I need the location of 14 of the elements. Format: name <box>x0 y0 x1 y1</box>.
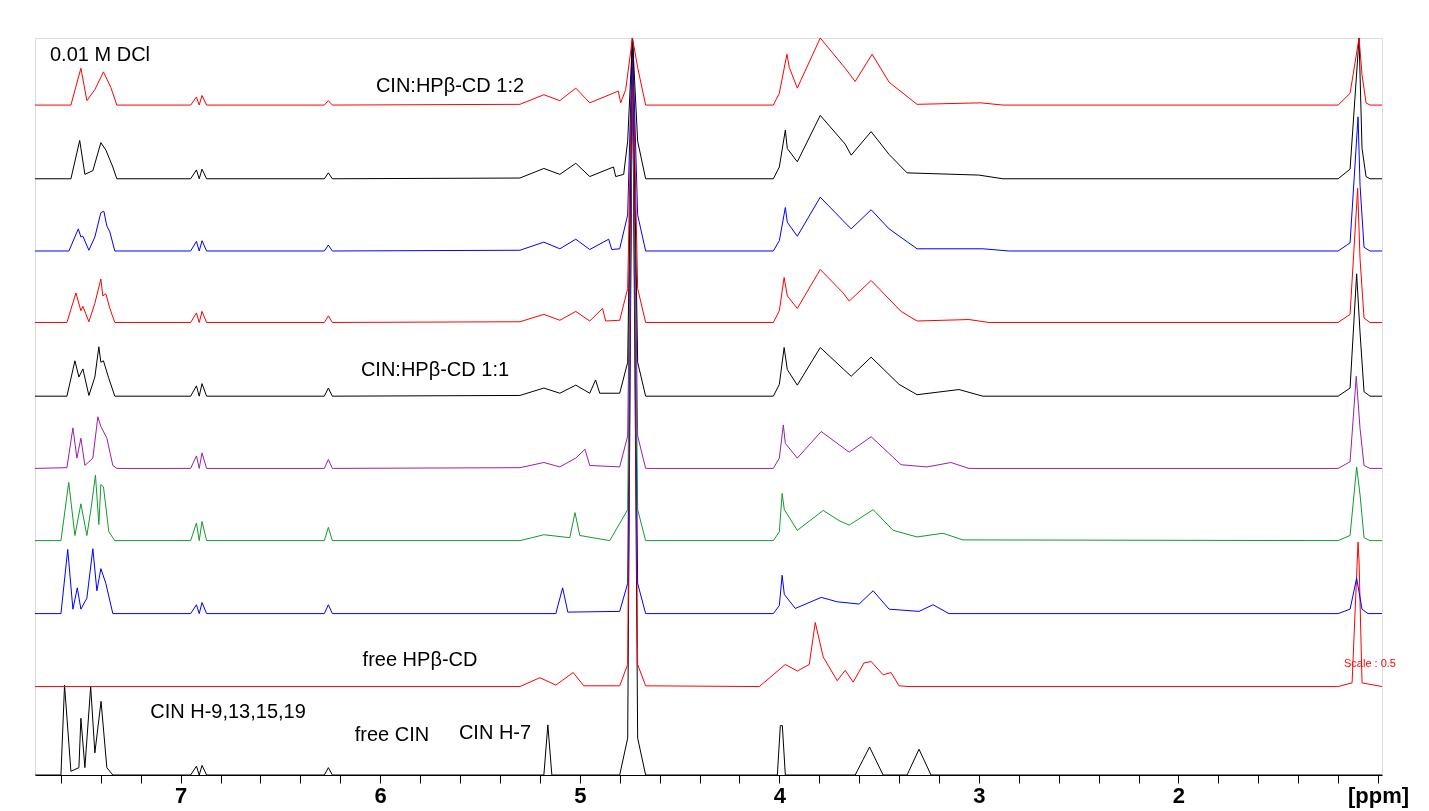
x-tick-label: [ppm] <box>1347 782 1410 808</box>
x-tick-label: 7 <box>175 782 188 808</box>
x-tick-label: 2 <box>1172 782 1186 808</box>
annotation: free CIN <box>354 723 430 745</box>
annotation: 0.01 M DCl <box>49 43 151 65</box>
x-tick-label: 5 <box>574 782 587 808</box>
annotation: free HPβ-CD <box>362 648 478 670</box>
annotation: CIN H-7 <box>458 721 532 743</box>
x-tick-label: 3 <box>973 782 986 808</box>
x-tick-label: 6 <box>374 782 387 808</box>
annotation: CIN H-9,13,15,19 <box>150 700 306 722</box>
annotation: CIN:HPβ-CD 1:1 <box>360 358 510 380</box>
annotation: CIN:HPβ-CD 1:2 <box>375 74 525 96</box>
x-tick-label: 4 <box>773 782 787 808</box>
